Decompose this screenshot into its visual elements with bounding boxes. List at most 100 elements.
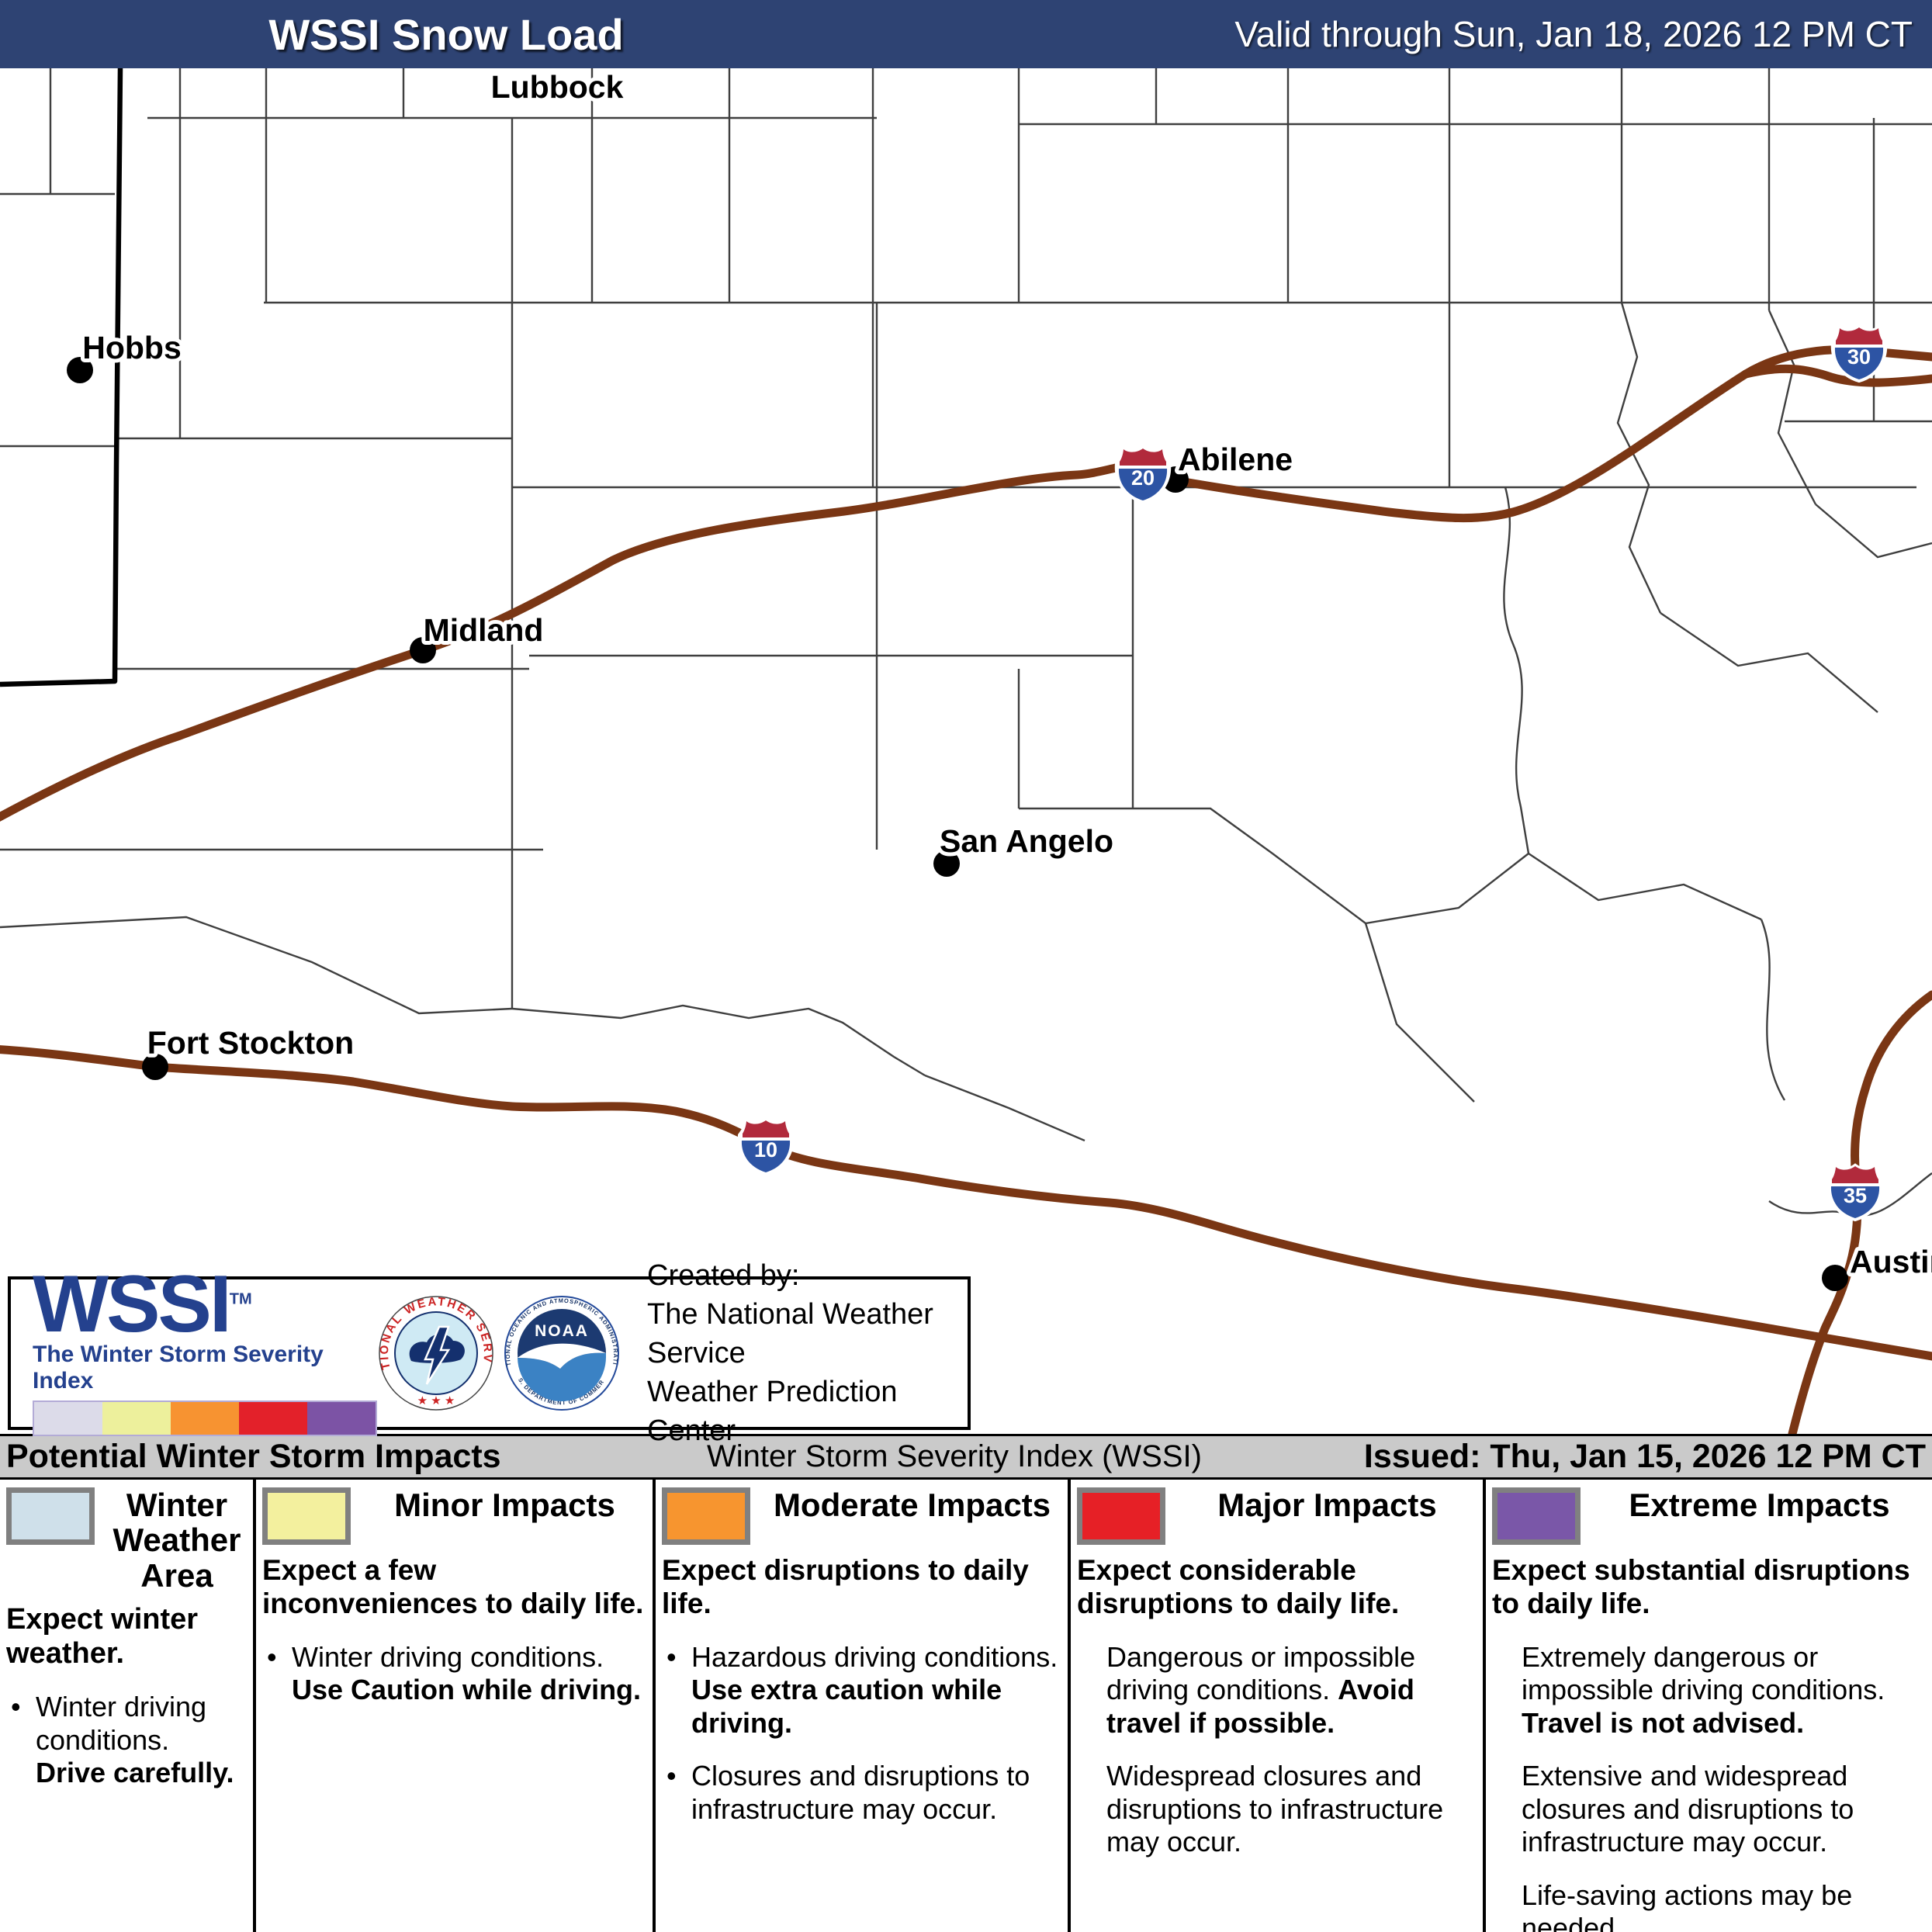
city-label-austin: Austin <box>1850 1244 1932 1279</box>
legend-header: Winter Weather Area <box>6 1487 247 1593</box>
issue-bar: Potential Winter Storm Impacts Winter St… <box>0 1434 1932 1480</box>
county-lines <box>0 68 1932 1217</box>
legend-title: Moderate Impacts <box>773 1487 1051 1523</box>
shield-number-35: 35 <box>1844 1184 1867 1207</box>
issue-bar-title: Potential Winter Storm Impacts <box>6 1438 501 1475</box>
scale-swatch-moderate <box>171 1402 239 1435</box>
legend-column-major: Major Impacts Expect considerable disrup… <box>1071 1480 1486 1932</box>
minor-impacts-swatch <box>262 1487 351 1545</box>
city-dot-hobbs <box>67 357 93 383</box>
city-label-lubbock: Lubbock <box>491 69 624 105</box>
legend-header: Moderate Impacts <box>662 1487 1061 1545</box>
legend-item-text: Life-saving actions may be needed. <box>1522 1878 1853 1932</box>
major-impacts-swatch <box>1077 1487 1165 1545</box>
legend-item-bold: Avoid travel if possible. <box>1106 1674 1414 1739</box>
legend-item: Hazardous driving conditions. Use extra … <box>662 1641 1061 1740</box>
legend-item: Closures and disruptions to infrastructu… <box>662 1760 1061 1826</box>
legend-item-text: Closures and disruptions to infrastructu… <box>691 1760 1030 1825</box>
issue-bar-subtitle: Winter Storm Severity Index (WSSI) <box>707 1439 1202 1473</box>
city-label-abilene: Abilene <box>1178 441 1293 477</box>
legend-header: Major Impacts <box>1077 1487 1477 1545</box>
legend-item-text: Extremely dangerous or impossible drivin… <box>1522 1640 1885 1706</box>
credit-text: Created by: The National Weather Service… <box>647 1256 968 1451</box>
credit-org-line2: Weather Prediction Center <box>647 1376 898 1448</box>
legend-item: Extensive and widespread closures and di… <box>1492 1760 1926 1858</box>
issued-timestamp: Issued: Thu, Jan 15, 2026 12 PM CT <box>1363 1438 1926 1475</box>
legend-title: Minor Impacts <box>394 1487 615 1523</box>
moderate-impacts-swatch <box>662 1487 750 1545</box>
legend-header: Extreme Impacts <box>1492 1487 1926 1545</box>
legend-summary: Expect winter weather. <box>6 1603 199 1671</box>
legend-item-text: Winter driving conditions. <box>36 1691 207 1756</box>
legend-item-text: Hazardous driving conditions. <box>691 1640 1058 1673</box>
legend-column-minor: Minor Impacts Expect a few inconvenience… <box>256 1480 656 1932</box>
state-border <box>0 68 123 687</box>
winter-weather-swatch <box>6 1487 95 1545</box>
legend-item: Widespread closures and disruptions to i… <box>1077 1760 1477 1858</box>
valid-through-text: Valid through Sun, Jan 18, 2026 12 PM CT <box>1234 14 1913 54</box>
legend-title: Winter Weather Area <box>113 1487 241 1594</box>
noaa-logo-icon: NATIONAL OCEANIC AND ATMOSPHERIC ADMINIS… <box>504 1296 619 1411</box>
scale-swatch-major <box>239 1402 307 1435</box>
severity-scale-bar <box>33 1401 377 1437</box>
wssi-tagline: The Winter Storm Severity Index <box>33 1342 324 1394</box>
noaa-label: NOAA <box>535 1322 589 1340</box>
legend-column-moderate: Moderate Impacts Expect disruptions to d… <box>656 1480 1071 1932</box>
legend-summary: Expect considerable disruptions to daily… <box>1077 1554 1400 1619</box>
legend-item-text: Winter driving conditions. <box>292 1640 604 1673</box>
legend-column-extreme: Extreme Impacts Expect substantial disru… <box>1486 1480 1932 1932</box>
nws-logo-icon: NATIONAL WEATHER SERVICE ★ ★ ★ <box>378 1295 493 1411</box>
header-bar: WSSI Snow Load Valid through Sun, Jan 18… <box>0 0 1932 68</box>
page-title: WSSI Snow Load <box>268 9 624 59</box>
extreme-impacts-swatch <box>1492 1487 1581 1545</box>
legend-item: Extremely dangerous or impossible drivin… <box>1492 1641 1926 1740</box>
city-dot-midland <box>410 637 436 663</box>
legend-title: Extreme Impacts <box>1629 1487 1890 1523</box>
interstate-20-road <box>0 345 1932 822</box>
city-labels: Lubbock Hobbs Midland Abilene San Angelo… <box>78 68 1932 1283</box>
city-label-san-angelo: San Angelo <box>940 823 1113 859</box>
city-dots <box>67 357 1848 1291</box>
city-label-midland: Midland <box>424 612 544 648</box>
legend-item-text: Widespread closures and disruptions to i… <box>1106 1760 1444 1858</box>
legend-item-text: Extensive and widespread closures and di… <box>1522 1760 1854 1858</box>
city-label-fort-stockton: Fort Stockton <box>147 1025 354 1061</box>
interstate-10-shield: 10 <box>737 1117 795 1176</box>
scale-swatch-winter-weather <box>34 1402 102 1435</box>
interstate-30-road <box>1741 364 1932 387</box>
interstate-35-shield: 35 <box>1826 1162 1884 1222</box>
legend-item-bold: Travel is not advised. <box>1522 1706 1805 1739</box>
wssi-logo: WSSITM The Winter Storm Severity Index <box>11 1264 377 1437</box>
legend-summary: Expect a few inconveniences to daily lif… <box>262 1554 644 1619</box>
city-dot-fort-stockton <box>142 1054 168 1080</box>
wssi-wordmark-text: WSSI <box>33 1259 232 1349</box>
legend-summary: Expect substantial disruptions to daily … <box>1492 1554 1910 1619</box>
impact-legend: Winter Weather Area Expect winter weathe… <box>0 1480 1932 1932</box>
legend-item: Dangerous or impossible driving conditio… <box>1077 1641 1477 1740</box>
credit-org-line1: The National Weather Service <box>647 1297 933 1369</box>
legend-item-bold: Use extra caution while driving. <box>691 1674 1002 1739</box>
interstate-20-shield: 20 <box>1114 445 1172 504</box>
shield-number-10: 10 <box>754 1138 777 1162</box>
legend-item-bold: Use Caution while driving. <box>292 1674 642 1706</box>
wssi-wordmark: WSSITM <box>33 1264 377 1345</box>
city-label-hobbs: Hobbs <box>82 330 182 365</box>
legend-item-text: Dangerous or impossible driving conditio… <box>1106 1640 1416 1706</box>
legend-summary: Expect disruptions to daily life. <box>662 1554 1029 1619</box>
created-by-label: Created by: <box>647 1259 800 1292</box>
legend-header: Minor Impacts <box>262 1487 646 1545</box>
scale-swatch-minor <box>102 1402 171 1435</box>
trademark-mark: TM <box>229 1290 252 1308</box>
credit-box: WSSITM The Winter Storm Severity Index N… <box>8 1259 971 1447</box>
legend-item: Winter driving conditions. Use Caution w… <box>262 1641 646 1707</box>
legend-item-bold: Drive carefully. <box>36 1757 234 1789</box>
scale-swatch-extreme <box>307 1402 376 1435</box>
interstate-30-shield: 30 <box>1830 324 1888 383</box>
interstate-shields: 20 30 10 35 <box>737 324 1888 1222</box>
legend-item: Winter driving conditions. Drive careful… <box>6 1691 247 1789</box>
city-dot-san-angelo <box>933 850 960 877</box>
shield-number-20: 20 <box>1131 466 1155 490</box>
interstate-10-road <box>0 1045 1932 1361</box>
nws-stars: ★ ★ ★ <box>417 1394 455 1407</box>
